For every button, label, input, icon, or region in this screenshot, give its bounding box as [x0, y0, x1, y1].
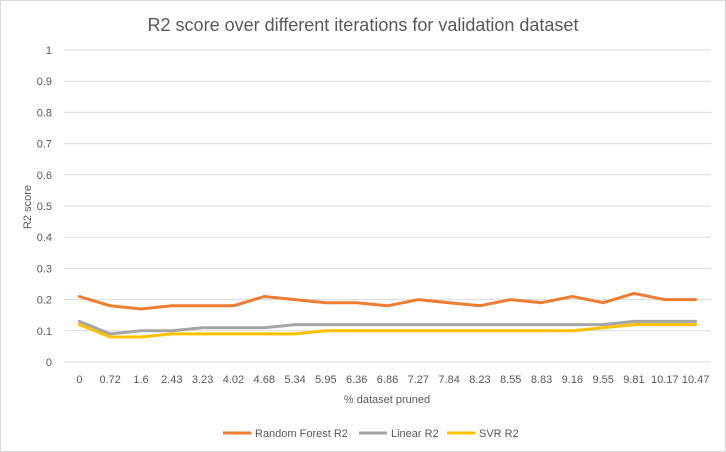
y-tick-label: 0.1	[37, 326, 52, 338]
x-tick-label: 4.02	[223, 374, 244, 386]
x-tick-label: 5.34	[284, 374, 305, 386]
x-tick-label: 3.23	[192, 374, 213, 386]
y-tick-labels: 0 0.1 0.2 0.3 0.4 0.5 0.6 0.7 0.8 0.9 1	[37, 45, 52, 369]
y-axis-label: R2 score	[22, 185, 34, 229]
y-tick-label: 0	[46, 357, 52, 369]
series-line-3	[77, 323, 698, 339]
legend-label-2: Linear R2	[391, 428, 439, 440]
y-tick-label: 0.5	[37, 201, 52, 213]
x-tick-label: 0	[76, 374, 82, 386]
y-tick-label: 0.4	[37, 232, 52, 244]
legend-label-3: SVR R2	[479, 428, 519, 440]
y-tick-label: 0.7	[37, 139, 52, 151]
gridlines	[64, 49, 711, 363]
x-tick-label: 9.16	[562, 374, 583, 386]
x-tick-label: 8.83	[531, 374, 552, 386]
x-tick-label: 7.84	[438, 374, 459, 386]
x-tick-label: 8.23	[469, 374, 490, 386]
y-tick-label: 1	[46, 45, 52, 57]
x-tick-label: 0.72	[100, 374, 121, 386]
x-tick-label: 10.17	[651, 374, 679, 386]
y-tick-label: 0.3	[37, 263, 52, 275]
x-tick-label: 1.6	[133, 374, 148, 386]
series-line-2	[77, 319, 698, 336]
legend: Random Forest R2 Linear R2 SVR R2	[223, 428, 519, 440]
x-tick-label: 8.55	[500, 374, 521, 386]
x-tick-label: 6.36	[346, 374, 367, 386]
x-tick-label: 9.55	[592, 374, 613, 386]
y-tick-label: 0.6	[37, 170, 52, 182]
chart-title: R2 score over different iterations for v…	[148, 15, 579, 35]
x-tick-label: 6.86	[377, 374, 398, 386]
y-tick-label: 0.2	[37, 295, 52, 307]
x-tick-label: 10.47	[682, 374, 710, 386]
legend-label-1: Random Forest R2	[255, 428, 348, 440]
x-tick-label: 4.68	[254, 374, 275, 386]
y-tick-label: 0.9	[37, 76, 52, 88]
series-lines	[77, 291, 698, 339]
y-tick-label: 0.8	[37, 107, 52, 119]
x-tick-label: 2.43	[161, 374, 182, 386]
series-line-1	[77, 291, 698, 311]
x-tick-label: 5.95	[315, 374, 336, 386]
x-axis-label: % dataset pruned	[344, 394, 430, 406]
x-tick-label: 7.27	[408, 374, 429, 386]
x-tick-label: 9.81	[623, 374, 644, 386]
x-tick-labels: 0 0.72 1.6 2.43 3.23 4.02 4.68 5.34 5.95 6.36 6.86…	[76, 374, 709, 386]
